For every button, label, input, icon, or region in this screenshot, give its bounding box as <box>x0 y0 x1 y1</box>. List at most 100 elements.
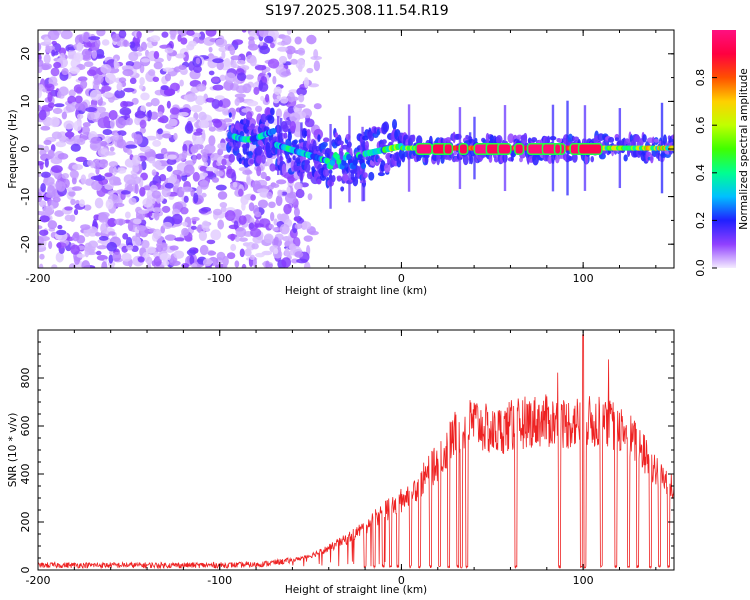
spectrum-noise-cell <box>128 51 139 62</box>
spectrum-sideband-cell <box>296 162 301 167</box>
spectrum-noise-cell <box>131 235 138 242</box>
spectrum-noise-cell <box>298 93 305 103</box>
spectrum-noise-cell <box>51 49 56 57</box>
spectrum-noise-cell <box>108 254 114 264</box>
spectrum-noise-cell <box>198 39 205 44</box>
spectrum-noise-cell <box>258 30 269 38</box>
spectrum-noise-cell <box>84 61 94 68</box>
spectrum-sideband-cell <box>547 135 551 145</box>
spectrum-noise-cell <box>76 253 86 258</box>
spectrum-noise-cell <box>94 38 101 48</box>
spectrum-noise-cell <box>57 224 63 230</box>
colorbar-tick-label: 0.8 <box>694 69 707 87</box>
spectrum-noise-cell <box>136 225 147 231</box>
spectrum-noise-cell <box>190 104 203 113</box>
spectrum-noise-cell <box>95 250 102 256</box>
spectrum-sideband-cell <box>292 155 296 161</box>
spectrum-noise-cell <box>61 172 70 179</box>
spectrum-noise-cell <box>254 64 267 71</box>
spectrum-noise-cell <box>122 69 134 77</box>
spectrum-noise-cell <box>56 229 67 236</box>
spectrum-noise-cell <box>208 126 217 132</box>
spectrum-carrier-peak <box>514 143 525 155</box>
spectrum-noise-cell <box>151 169 157 177</box>
spectrum-noise-cell <box>157 111 164 118</box>
spectrum-sideband-cell <box>384 162 391 173</box>
spectrum-noise-cell <box>152 161 162 168</box>
spectrum-noise-cell <box>208 135 216 147</box>
spectrum-noise-cell <box>131 61 142 70</box>
spectrum-noise-cell <box>287 92 295 103</box>
spectrum-noise-cell <box>260 95 265 102</box>
spectrum-noise-cell <box>102 92 114 98</box>
y-tick-label: 20 <box>19 47 32 61</box>
colorbar <box>712 30 736 268</box>
spectrum-sideband-cell <box>352 176 359 187</box>
spectrum-carrier-peak <box>497 143 512 155</box>
spectrum-noise-cell <box>137 209 150 214</box>
spectrum-noise-cell <box>167 154 177 160</box>
spectrum-noise-cell <box>109 146 115 152</box>
spectrum-noise-cell <box>199 179 209 190</box>
x-tick-label: -100 <box>207 272 232 285</box>
snr-series-line <box>38 334 674 570</box>
spectrum-noise-cell <box>43 139 52 145</box>
spectrum-sideband-cell <box>304 130 308 137</box>
spectrum-y-axis: -20 -10 0 10 20 <box>19 29 674 269</box>
spectrum-sideband-cell <box>671 134 674 140</box>
spectrum-sideband-cell <box>322 168 330 177</box>
spectrum-noise-cell <box>39 263 44 268</box>
spectrum-noise-cell <box>258 80 264 91</box>
spectrum-noise-cell <box>65 103 76 113</box>
spectrum-noise-cell <box>224 57 231 67</box>
spectrum-noise-cell <box>83 31 90 43</box>
spectrum-noise-cell <box>101 39 110 46</box>
spectrum-noise-cell <box>208 70 215 76</box>
spectrum-sideband-cell <box>283 132 288 139</box>
x-tick-label: 100 <box>573 272 594 285</box>
spectrum-sideband-cell <box>304 159 311 165</box>
spectrum-noise-cell <box>306 34 317 45</box>
spectrum-sideband-cell <box>248 151 254 159</box>
y-tick-label: 200 <box>19 512 32 533</box>
spectrum-noise-cell <box>164 234 177 241</box>
spectrum-noise-cell <box>198 119 210 129</box>
spectrum-noise-cell <box>101 85 112 92</box>
spectrum-noise-cell <box>180 207 189 215</box>
spectrum-noise-cell <box>44 83 55 92</box>
spectrum-noise-cell <box>238 237 248 242</box>
spectrum-noise-cell <box>191 216 200 222</box>
spectrum-noise-cell <box>39 215 50 223</box>
spectrum-noise-cell <box>149 184 158 193</box>
spectrum-noise-cell <box>70 198 76 206</box>
spectrum-noise-cell <box>122 233 129 240</box>
spectrum-noise-cell <box>132 163 140 174</box>
spectrum-noise-cell <box>148 156 156 164</box>
spectrum-noise-cell <box>253 86 260 95</box>
spectrum-noise-cell <box>79 199 85 208</box>
spectrum-noise-cell <box>47 102 55 109</box>
spectrum-noise-cell <box>279 223 290 235</box>
spectrum-noise-cell <box>164 89 175 95</box>
spectrum-noise-cell <box>217 219 225 230</box>
spectrum-noise-cell <box>219 74 226 82</box>
spectrum-noise-cell <box>109 176 121 186</box>
spectrum-noise-cell <box>56 90 62 99</box>
spectrum-noise-cell <box>148 69 156 77</box>
spectrum-noise-cell <box>293 121 302 133</box>
spectrum-x-label: Height of straight line (km) <box>285 285 427 297</box>
spectrum-noise-cell <box>237 188 244 197</box>
spectrum-sideband-cell <box>288 157 292 163</box>
spectrum-noise-cell <box>38 144 45 149</box>
spectrum-noise-cell <box>113 166 118 175</box>
spectrum-noise-cell <box>93 174 106 182</box>
spectrum-noise-cell <box>39 253 45 260</box>
spectrum-noise-cell <box>86 69 97 77</box>
spectrum-noise-cell <box>270 211 275 222</box>
spectrum-noise-cell <box>38 109 47 121</box>
spectrum-noise-cell <box>154 153 166 160</box>
spectrum-carrier-peak <box>458 143 469 155</box>
spectrum-noise-cell <box>293 130 303 138</box>
spectrum-noise-cell <box>101 261 108 268</box>
spectrum-noise-cell <box>89 140 102 152</box>
